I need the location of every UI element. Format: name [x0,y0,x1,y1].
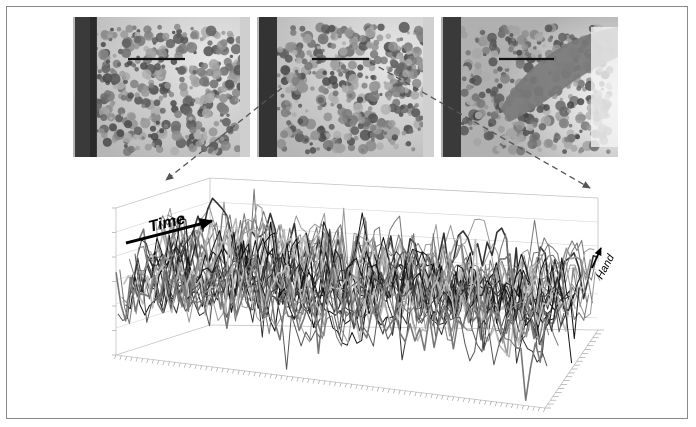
tree-photo-frame-2 [257,17,434,157]
tree-photo-frame-3 [441,17,618,157]
tree-photo-2-graphic [257,17,434,157]
tree-photo-3-graphic [441,17,618,157]
tree-photo-frame-1 [73,17,250,157]
tree-photo-1-graphic [73,17,250,157]
